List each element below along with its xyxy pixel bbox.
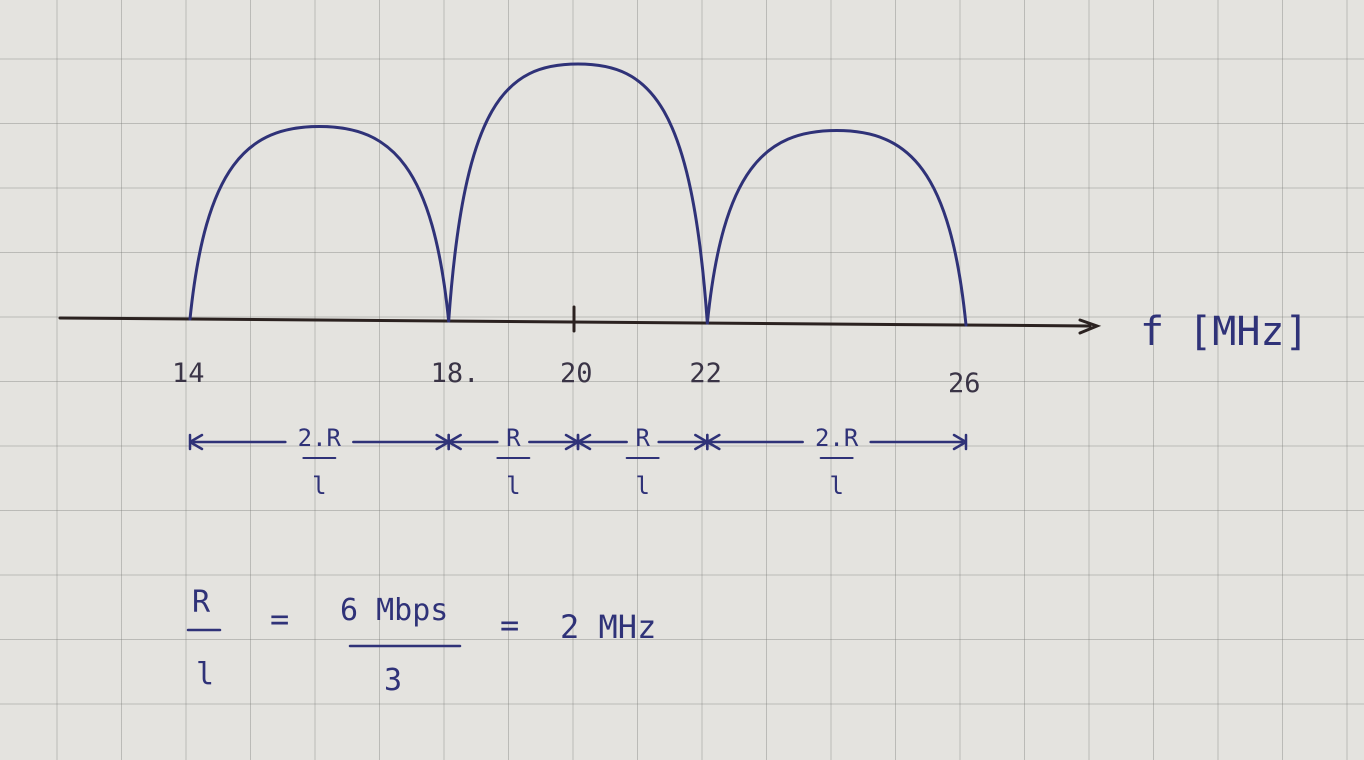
span-denominator: l — [635, 472, 649, 500]
equation-lhs-numerator: R — [192, 585, 211, 620]
tick-label-22: 22 — [689, 358, 722, 389]
spectrum-lobe-2 — [447, 62, 709, 325]
arrow-left-icon — [576, 433, 592, 451]
span-numerator: 2.R — [815, 424, 859, 452]
span-numerator: R — [635, 424, 650, 452]
arrow-left-icon — [188, 433, 204, 451]
span-3: Rl — [576, 424, 709, 500]
arrow-left-icon — [706, 433, 721, 451]
tick-labels: 14 18. 20 22 26 — [172, 358, 981, 399]
axis-arrowhead-icon — [1078, 318, 1102, 335]
tick-label-18: 18. — [431, 358, 480, 389]
axis-label: f [MHz] — [1140, 309, 1309, 355]
span-denominator: l — [312, 472, 326, 500]
span-numerator: R — [506, 424, 521, 452]
tick-label-20: 20 — [560, 358, 593, 389]
arrow-right-icon — [952, 433, 968, 451]
equation-mid-numerator: 6 Mbps — [340, 593, 448, 628]
equation-equals-1: = — [270, 600, 289, 638]
arrow-left-icon — [447, 433, 462, 451]
span-denominator: l — [506, 472, 520, 500]
bandwidth-equation: R l = 6 Mbps 3 = 2 MHz — [186, 585, 656, 698]
equation-equals-2: = — [500, 606, 519, 644]
span-numerator: 2.R — [298, 424, 342, 452]
equation-result: 2 MHz — [560, 608, 656, 646]
spectrum-lobe-1 — [188, 125, 451, 323]
equation-lhs-denominator: l — [196, 657, 214, 692]
span-1: 2.R l — [188, 424, 450, 500]
equation-mid-denominator: 3 — [384, 663, 402, 698]
spectrum-lobes — [188, 62, 968, 327]
span-4: 2.R l — [706, 424, 968, 500]
tick-label-14: 14 — [172, 358, 205, 389]
tick-label-26: 26 — [948, 368, 981, 399]
spectrum-lobe-3 — [705, 129, 968, 327]
span-2: Rl — [447, 424, 580, 500]
span-denominator: l — [829, 472, 843, 500]
